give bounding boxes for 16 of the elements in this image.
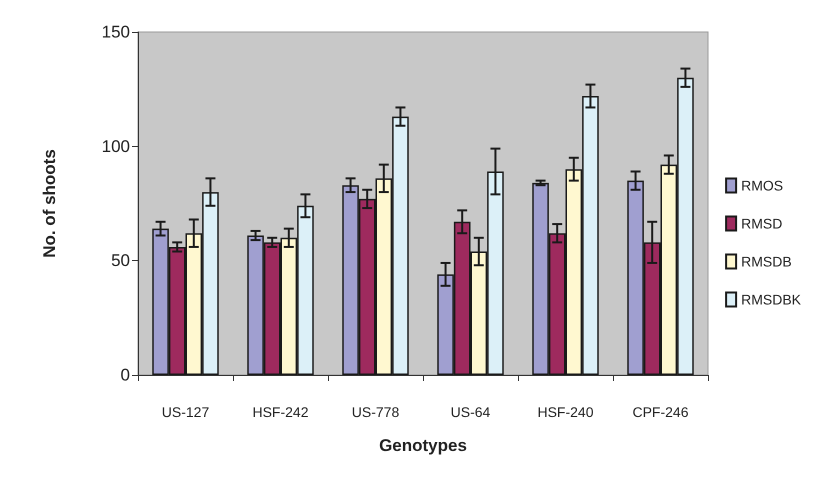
x-tick-label: US-778 bbox=[352, 404, 400, 420]
y-tick-label: 100 bbox=[102, 136, 130, 156]
x-tick-label: US-127 bbox=[162, 404, 210, 420]
y-tick-label: 150 bbox=[102, 22, 130, 42]
x-tick-label: HSF-240 bbox=[537, 404, 594, 420]
y-tick-label: 50 bbox=[111, 251, 130, 270]
x-tick-label: US-64 bbox=[450, 404, 491, 420]
x-tick-label: CPF-246 bbox=[632, 404, 689, 420]
legend-label: RMSDBK bbox=[741, 292, 802, 308]
legend-label: RMSD bbox=[741, 216, 782, 232]
legend-label: RMOS bbox=[741, 178, 784, 194]
y-axis-title: No. of shoots bbox=[40, 149, 59, 258]
y-tick-label: 0 bbox=[120, 366, 130, 384]
x-tick-label: HSF-242 bbox=[252, 404, 309, 420]
legend-label: RMSDB bbox=[741, 254, 792, 270]
x-axis-title: Genotypes bbox=[379, 436, 467, 455]
